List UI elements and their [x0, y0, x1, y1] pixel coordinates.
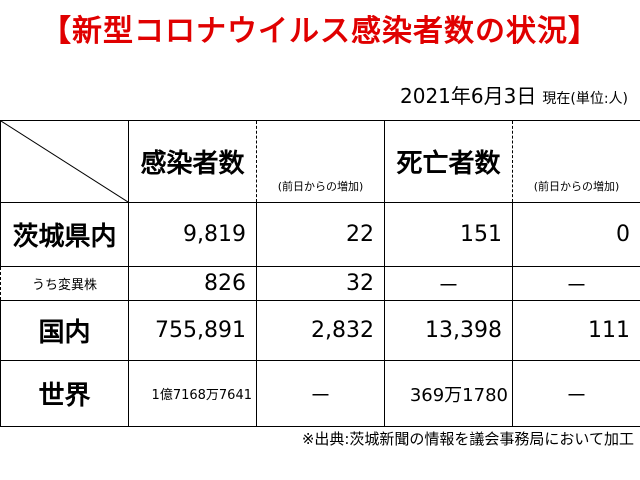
header-deaths-label: 死亡者数: [396, 149, 501, 179]
infected-change-value: 22: [346, 222, 374, 247]
row-label: 世界: [38, 381, 91, 411]
header-infected-change-label: (前日からの増加): [277, 180, 364, 193]
row-label: 国内: [38, 318, 91, 348]
report-date: 2021年6月3日: [400, 84, 537, 108]
row-label: 茨城県内: [12, 222, 117, 252]
deaths-change-value: 0: [616, 222, 630, 247]
deaths-change-value: 111: [588, 318, 630, 343]
row-label-cell: 国内: [0, 300, 129, 361]
row-label-cell: 世界: [0, 360, 129, 427]
deaths-cell: 369万1780: [384, 360, 513, 427]
infected-change-cell: －: [256, 360, 385, 427]
table-row: 茨城県内 9,819 22 151 0: [0, 202, 640, 267]
deaths-cell: 151: [384, 202, 513, 267]
header-infected-change: (前日からの増加): [256, 120, 385, 203]
deaths-change-value: －: [565, 383, 588, 409]
table-row: 世界 1億7168万7641 － 369万1780 －: [0, 360, 640, 427]
deaths-change-cell: 111: [512, 300, 640, 361]
deaths-value: 151: [460, 222, 502, 247]
header-infected: 感染者数: [128, 120, 257, 203]
table-row: 国内 755,891 2,832 13,398 111: [0, 300, 640, 361]
deaths-value: －: [437, 273, 460, 299]
infected-change-cell: 2,832: [256, 300, 385, 361]
row-label-cell: うち変異株: [0, 266, 129, 301]
header-deaths-change-label: (前日からの増加): [533, 180, 620, 193]
infected-cell: 1億7168万7641: [128, 360, 257, 427]
deaths-change-cell: －: [512, 266, 640, 301]
infected-change-value: 2,832: [311, 318, 374, 343]
infected-change-value: －: [309, 383, 332, 409]
row-label: うち変異株: [31, 278, 97, 293]
infected-cell: 755,891: [128, 300, 257, 361]
infected-value: 755,891: [155, 318, 246, 343]
deaths-cell: 13,398: [384, 300, 513, 361]
diagonal-line: [1, 121, 128, 202]
deaths-change-cell: －: [512, 360, 640, 427]
unit-note: 現在(単位:人): [542, 91, 628, 107]
infected-cell: 9,819: [128, 202, 257, 267]
deaths-value: 369万1780: [409, 384, 508, 406]
header-deaths: 死亡者数: [384, 120, 513, 203]
infected-change-value: 32: [346, 271, 374, 296]
infected-value: 826: [204, 271, 246, 296]
infected-value: 1億7168万7641: [151, 388, 252, 403]
corner-cell: [0, 120, 129, 203]
date-line: 2021年6月3日 現在(単位:人): [400, 80, 628, 110]
header-deaths-change: (前日からの増加): [512, 120, 640, 203]
deaths-change-value: －: [565, 273, 588, 299]
row-label-cell: 茨城県内: [0, 202, 129, 267]
header-row: 感染者数 (前日からの増加) 死亡者数 (前日からの増加): [0, 120, 640, 203]
infected-value: 9,819: [183, 222, 246, 247]
deaths-value: 13,398: [425, 318, 502, 343]
table-row: うち変異株 826 32 － －: [0, 266, 640, 301]
deaths-change-cell: 0: [512, 202, 640, 267]
infected-cell: 826: [128, 266, 257, 301]
page-title: 【新型コロナウイルス感染者数の状況】: [41, 14, 599, 49]
infected-change-cell: 32: [256, 266, 385, 301]
header-infected-label: 感染者数: [140, 149, 245, 179]
source-note: ※出典:茨城新聞の情報を議会事務局において加工: [301, 430, 634, 448]
deaths-cell: －: [384, 266, 513, 301]
covid-stats-table: 感染者数 (前日からの増加) 死亡者数 (前日からの増加) 茨城県内 9,819…: [0, 120, 640, 427]
infected-change-cell: 22: [256, 202, 385, 267]
